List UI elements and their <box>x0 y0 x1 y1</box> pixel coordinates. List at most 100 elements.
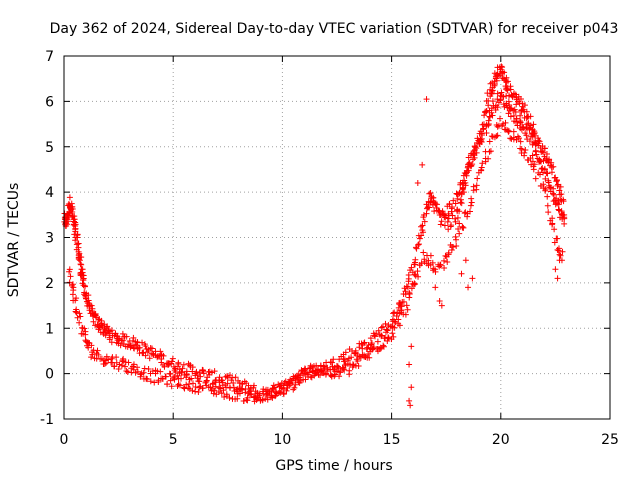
data-point <box>117 342 124 349</box>
data-point <box>180 361 187 368</box>
y-tick-label: 2 <box>45 276 54 292</box>
data-point <box>420 212 427 219</box>
data-point <box>480 121 487 128</box>
data-point <box>467 202 474 209</box>
data-point <box>295 379 302 386</box>
data-point <box>537 158 544 165</box>
data-point <box>171 376 178 383</box>
data-point <box>319 369 326 376</box>
data-point <box>183 374 190 381</box>
data-point <box>541 145 548 152</box>
data-point <box>130 361 137 368</box>
data-point <box>471 146 478 153</box>
data-point <box>560 198 567 205</box>
data-point <box>406 397 413 404</box>
data-point <box>232 374 239 381</box>
data-point <box>465 167 472 174</box>
data-point <box>71 221 78 228</box>
data-point <box>113 332 120 339</box>
data-point <box>238 386 245 393</box>
data-point <box>296 374 303 381</box>
data-point <box>415 241 422 248</box>
data-point <box>513 115 520 122</box>
data-point <box>330 356 337 363</box>
data-point <box>469 150 476 157</box>
data-point <box>149 345 156 352</box>
data-point <box>370 345 377 352</box>
data-point <box>183 371 190 378</box>
y-tick-label: 7 <box>45 49 54 65</box>
data-point <box>533 151 540 158</box>
data-point <box>432 268 439 275</box>
data-point <box>315 371 322 378</box>
data-point <box>385 334 392 341</box>
axis-tick-labels: 0 5 10 15 20 25 -1 0 1 2 3 4 5 6 7 <box>40 49 619 448</box>
data-point <box>477 136 484 143</box>
data-point <box>183 381 190 388</box>
data-point <box>453 243 460 250</box>
data-point <box>120 358 127 365</box>
data-point <box>553 235 560 242</box>
data-point <box>176 366 183 373</box>
data-point <box>292 375 299 382</box>
data-point <box>373 330 380 337</box>
data-point <box>511 90 518 97</box>
x-tick-label: 20 <box>492 432 510 448</box>
data-point <box>89 351 96 358</box>
data-point <box>193 368 200 375</box>
data-point <box>530 166 537 173</box>
data-point <box>299 370 306 377</box>
data-point <box>402 288 409 295</box>
data-point <box>271 384 278 391</box>
data-point <box>415 273 422 280</box>
data-point <box>446 200 453 207</box>
data-point <box>419 161 426 168</box>
data-point <box>66 194 73 201</box>
data-point <box>452 200 459 207</box>
data-point <box>423 96 430 103</box>
data-point <box>473 182 480 189</box>
data-point <box>219 382 226 389</box>
data-point <box>341 356 348 363</box>
data-point <box>372 333 379 340</box>
data-point <box>545 179 552 186</box>
data-point <box>494 132 501 139</box>
data-points <box>61 63 568 409</box>
data-point <box>162 373 169 380</box>
data-point <box>179 365 186 372</box>
data-point <box>124 368 131 375</box>
data-point <box>552 266 559 273</box>
data-point <box>499 68 506 75</box>
data-point <box>558 191 565 198</box>
data-point <box>412 259 419 266</box>
y-tick-label: 3 <box>45 231 54 247</box>
data-point <box>172 368 179 375</box>
data-point <box>558 208 565 215</box>
data-point <box>402 311 409 318</box>
data-point <box>510 128 517 135</box>
data-point <box>217 385 224 392</box>
data-point <box>531 132 538 139</box>
data-point <box>487 148 494 155</box>
data-point <box>103 353 110 360</box>
data-point <box>157 348 164 355</box>
data-point <box>168 383 175 390</box>
data-point <box>463 172 470 179</box>
data-point <box>496 115 503 122</box>
data-point <box>408 264 415 271</box>
data-point <box>532 175 539 182</box>
data-point <box>95 351 102 358</box>
data-point <box>175 360 182 367</box>
data-point <box>101 361 108 368</box>
data-point <box>174 372 181 379</box>
data-point <box>530 121 537 128</box>
data-point <box>391 318 398 325</box>
data-point <box>390 333 397 340</box>
data-point <box>545 209 552 216</box>
data-point <box>433 201 440 208</box>
data-point <box>485 155 492 162</box>
data-point <box>212 383 219 390</box>
data-point <box>221 394 228 401</box>
data-point <box>361 339 368 346</box>
